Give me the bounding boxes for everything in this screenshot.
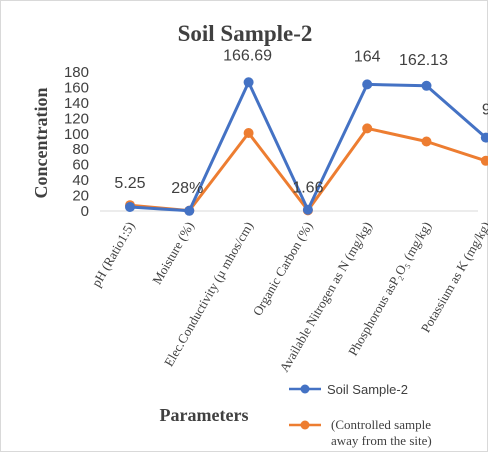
legend-label-series-1: Soil Sample-2 xyxy=(327,382,408,397)
data-label-series-1-3: 1.66 xyxy=(292,180,323,197)
data-label-series-1-1: 28% xyxy=(171,180,203,197)
y-tick-label-0: 0 xyxy=(81,203,89,220)
series-1-point-0 xyxy=(125,201,135,212)
y-tick-label-3: 60 xyxy=(72,157,89,174)
legend-marker-series-2 xyxy=(300,420,310,430)
legend-label-series-2-line-1: (Controlled sample xyxy=(331,417,431,432)
y-axis-label: Concentration xyxy=(31,88,51,199)
y-tick-label-9: 180 xyxy=(64,64,89,81)
series-2-point-6 xyxy=(480,155,488,166)
series-1-point-2 xyxy=(243,77,254,88)
series-2-point-4 xyxy=(362,123,373,134)
legend-label-series-2: (Controlled sample away from the site) xyxy=(331,417,432,448)
y-tick-label-8: 160 xyxy=(64,79,89,96)
y-tick-label-6: 120 xyxy=(64,110,89,127)
x-axis-label: Parameters xyxy=(160,405,249,425)
y-tick-label-1: 20 xyxy=(72,188,89,205)
y-tick-label-7: 140 xyxy=(64,95,89,112)
y-tick-label-5: 100 xyxy=(64,126,89,143)
legend-entry-series-2: (Controlled sample away from the site) xyxy=(289,417,432,448)
x-tick-label-1: Moisture (%) xyxy=(149,219,197,287)
data-label-series-1-0: 5.25 xyxy=(114,175,145,192)
data-label-series-1-6: 95 xyxy=(482,102,488,119)
x-tick-label-0: pH (Ratio1:5) xyxy=(88,219,137,289)
data-label-series-1-4: 164 xyxy=(354,48,381,65)
legend-marker-series-1 xyxy=(300,384,310,394)
series-1-point-1 xyxy=(184,205,195,216)
series-1-point-3 xyxy=(302,204,313,215)
data-label-series-1-5: 162.13 xyxy=(399,52,448,69)
series-1-point-5 xyxy=(421,80,432,91)
series-line-2 xyxy=(129,126,487,213)
chart-title: Soil Sample-2 xyxy=(178,21,313,46)
series-1-point-6 xyxy=(480,132,488,143)
data-label-series-1-2: 166.69 xyxy=(223,47,272,64)
y-tick-label-4: 80 xyxy=(72,141,89,158)
series-2-point-5 xyxy=(421,136,432,147)
series-1-point-4 xyxy=(362,79,373,90)
legend: Soil Sample-2 (Controlled sample away fro… xyxy=(289,382,432,448)
legend-label-series-2-line-2: away from the site) xyxy=(331,433,432,448)
y-tick-label-2: 40 xyxy=(72,172,89,189)
series-2-point-2 xyxy=(243,128,254,139)
legend-entry-series-1: Soil Sample-2 xyxy=(289,382,408,397)
x-tick-label-3: Organic Carbon (%) xyxy=(250,219,316,318)
